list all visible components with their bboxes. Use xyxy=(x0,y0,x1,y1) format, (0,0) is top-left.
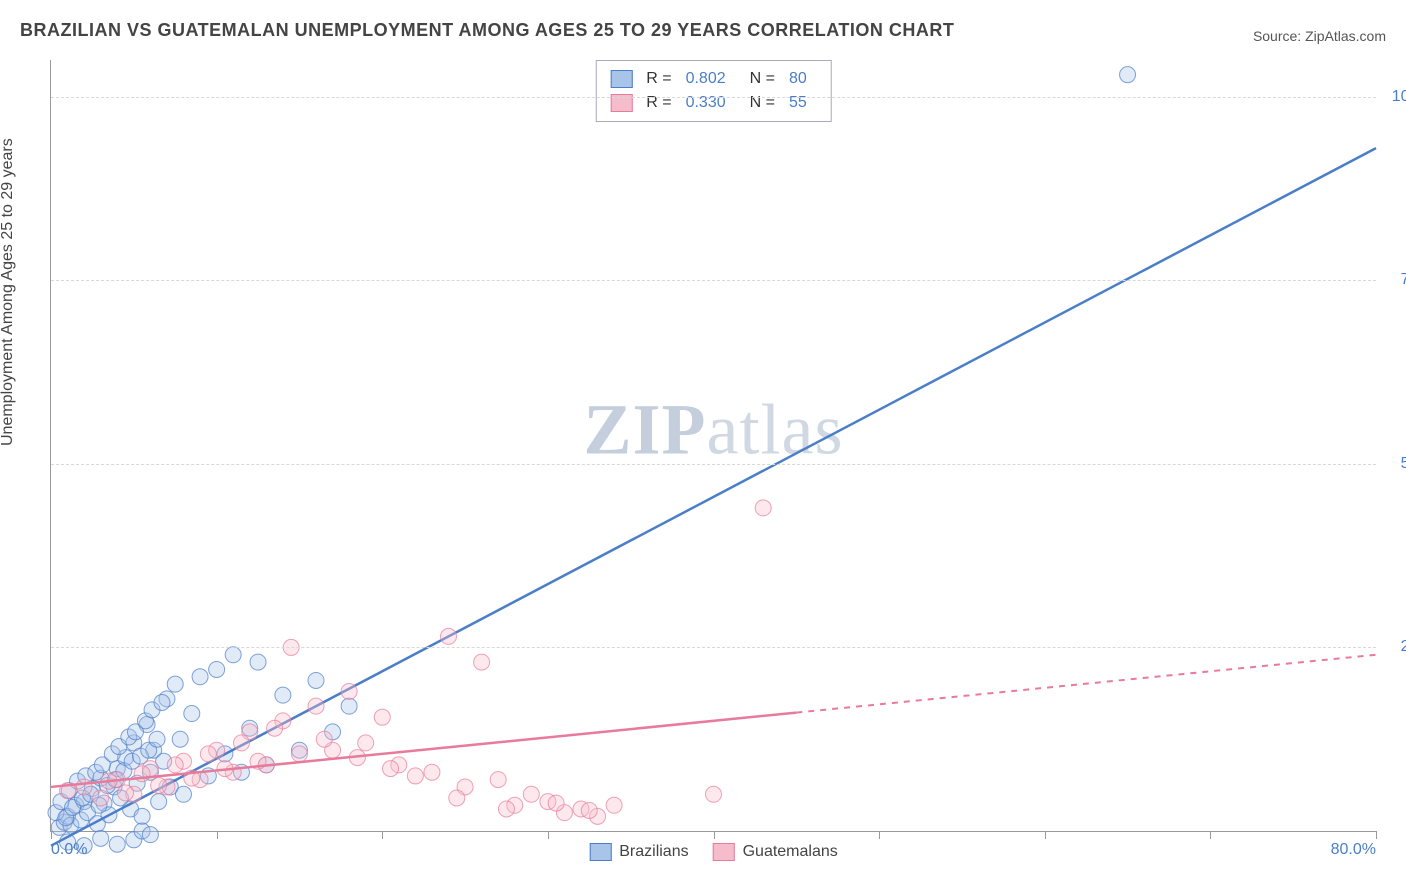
scatter-point xyxy=(441,628,457,644)
gridline xyxy=(51,647,1376,648)
y-tick-label: 25.0% xyxy=(1386,638,1406,656)
scatter-point xyxy=(308,672,324,688)
scatter-point xyxy=(233,735,249,751)
scatter-point xyxy=(118,785,134,801)
stat-n-value: 55 xyxy=(789,91,807,115)
scatter-point xyxy=(184,706,200,722)
scatter-point xyxy=(308,698,324,714)
stat-r-value: 0.802 xyxy=(686,67,726,91)
scatter-point xyxy=(192,669,208,685)
scatter-point xyxy=(93,830,109,846)
scatter-point xyxy=(706,786,722,802)
scatter-point xyxy=(291,746,307,762)
y-tick-label: 75.0% xyxy=(1386,271,1406,289)
x-tick xyxy=(382,831,383,839)
scatter-point xyxy=(142,827,158,843)
y-axis-label: Unemployment Among Ages 25 to 29 years xyxy=(0,138,17,446)
legend-stats-row: R = 0.802 N = 80 xyxy=(610,67,817,91)
scatter-point xyxy=(383,761,399,777)
x-tick xyxy=(714,831,715,839)
stat-r-value: 0.330 xyxy=(686,91,726,115)
scatter-point xyxy=(548,795,564,811)
scatter-point xyxy=(154,695,170,711)
scatter-point xyxy=(498,801,514,817)
scatter-point xyxy=(167,676,183,692)
legend-swatch xyxy=(589,843,611,861)
x-tick-label: 80.0% xyxy=(1331,841,1376,859)
scatter-point xyxy=(149,731,165,747)
source-label: Source: xyxy=(1253,28,1301,44)
scatter-point xyxy=(449,790,465,806)
scatter-point xyxy=(167,757,183,773)
scatter-point xyxy=(267,720,283,736)
source-value: ZipAtlas.com xyxy=(1305,28,1386,44)
legend-stats: R = 0.802 N = 80 R = 0.330 N = 55 xyxy=(595,60,832,122)
source-credit: Source: ZipAtlas.com xyxy=(1253,28,1386,44)
stat-n-label: N = xyxy=(750,67,775,91)
gridline xyxy=(51,97,1376,98)
legend-series-item: Guatemalans xyxy=(713,843,838,861)
x-tick xyxy=(1376,831,1377,839)
stat-n-label: N = xyxy=(750,91,775,115)
y-tick-label: 100.0% xyxy=(1386,88,1406,106)
legend-series-label: Brazilians xyxy=(619,843,688,861)
regression-line-extrapolated xyxy=(796,655,1376,713)
legend-series-item: Brazilians xyxy=(589,843,688,861)
plot-area: ZIPatlas R =0.802N =80R =0.330N =55 Braz… xyxy=(50,60,1376,832)
scatter-point xyxy=(209,661,225,677)
legend-series: Brazilians Guatemalans xyxy=(589,843,838,861)
stat-n-value: 80 xyxy=(789,67,807,91)
scatter-point xyxy=(474,654,490,670)
chart-title: BRAZILIAN VS GUATEMALAN UNEMPLOYMENT AMO… xyxy=(20,20,954,41)
scatter-point xyxy=(275,687,291,703)
scatter-point xyxy=(76,779,92,795)
scatter-point xyxy=(1120,67,1136,83)
scatter-point xyxy=(407,768,423,784)
scatter-point xyxy=(93,790,109,806)
scatter-point xyxy=(316,731,332,747)
scatter-point xyxy=(374,709,390,725)
scatter-point xyxy=(200,746,216,762)
scatter-point xyxy=(172,731,188,747)
gridline xyxy=(51,464,1376,465)
stat-r-label: R = xyxy=(646,67,671,91)
scatter-point xyxy=(134,808,150,824)
legend-swatch xyxy=(610,70,632,88)
scatter-point xyxy=(109,836,125,852)
plot-svg xyxy=(51,60,1376,831)
scatter-point xyxy=(490,772,506,788)
scatter-point xyxy=(341,698,357,714)
x-tick xyxy=(51,831,52,839)
chart-container: BRAZILIAN VS GUATEMALAN UNEMPLOYMENT AMO… xyxy=(0,0,1406,892)
scatter-point xyxy=(341,683,357,699)
scatter-point xyxy=(225,647,241,663)
y-tick-label: 50.0% xyxy=(1386,455,1406,473)
x-tick xyxy=(217,831,218,839)
scatter-point xyxy=(176,786,192,802)
legend-series-label: Guatemalans xyxy=(743,843,838,861)
x-tick-label: 0.0% xyxy=(51,841,87,859)
x-tick xyxy=(879,831,880,839)
stat-r-label: R = xyxy=(646,91,671,115)
x-tick xyxy=(1045,831,1046,839)
gridline xyxy=(51,280,1376,281)
scatter-point xyxy=(250,654,266,670)
x-tick xyxy=(548,831,549,839)
scatter-point xyxy=(151,794,167,810)
scatter-point xyxy=(581,802,597,818)
scatter-point xyxy=(151,777,167,793)
x-tick xyxy=(1210,831,1211,839)
scatter-point xyxy=(358,735,374,751)
scatter-point xyxy=(424,764,440,780)
legend-swatch xyxy=(713,843,735,861)
scatter-point xyxy=(523,786,539,802)
legend-stats-row: R = 0.330 N = 55 xyxy=(610,91,817,115)
scatter-point xyxy=(755,500,771,516)
scatter-point xyxy=(606,797,622,813)
